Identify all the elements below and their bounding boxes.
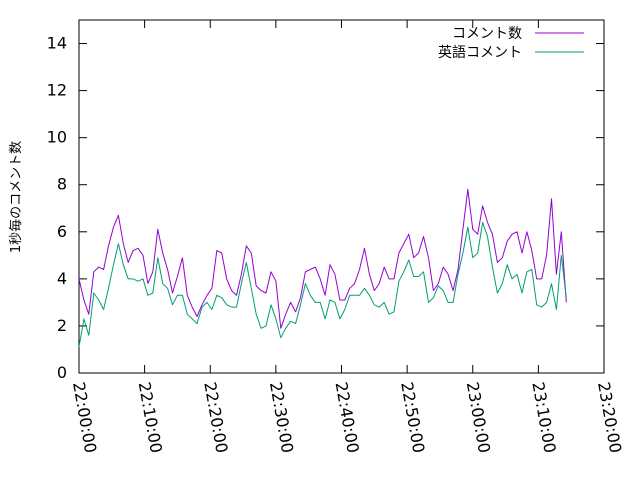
x-tick-label: 22:50:00	[397, 380, 428, 454]
x-tick-label: 22:40:00	[332, 380, 363, 454]
series-lines	[78, 188, 567, 348]
legend-label: コメント数	[452, 26, 522, 42]
y-tick-label: 2	[57, 316, 67, 335]
y-tick-label: 10	[47, 128, 67, 147]
series-line-0	[78, 188, 567, 329]
x-tick-label: 22:10:00	[135, 380, 166, 454]
y-tick-label: 14	[47, 34, 67, 53]
y-tick-label: 8	[57, 175, 67, 194]
x-tick-label: 22:20:00	[200, 380, 231, 454]
y-tick-label: 12	[47, 81, 67, 100]
y-axis: 0 2 4 6 8 10 12 14	[47, 34, 604, 382]
y-axis-label: 1秒毎のコメント数	[8, 141, 24, 253]
plot-border	[78, 19, 605, 374]
x-tick-label: 22:30:00	[266, 380, 297, 454]
x-tick-label: 23:20:00	[594, 380, 625, 454]
y-tick-label: 0	[57, 363, 67, 382]
x-tick-label: 23:10:00	[528, 380, 559, 454]
y-tick-label: 4	[57, 269, 67, 288]
x-tick-label: 22:00:00	[69, 380, 100, 454]
x-axis: 22:00:00 22:10:00 22:20:00 22:30:00 22:40:00…	[69, 20, 625, 454]
y-tick-label: 6	[57, 222, 67, 241]
x-tick-label: 23:00:00	[463, 380, 494, 454]
legend-label: 英語コメント	[438, 44, 522, 61]
series-line-1	[78, 221, 567, 348]
plot-frame	[78, 19, 605, 374]
